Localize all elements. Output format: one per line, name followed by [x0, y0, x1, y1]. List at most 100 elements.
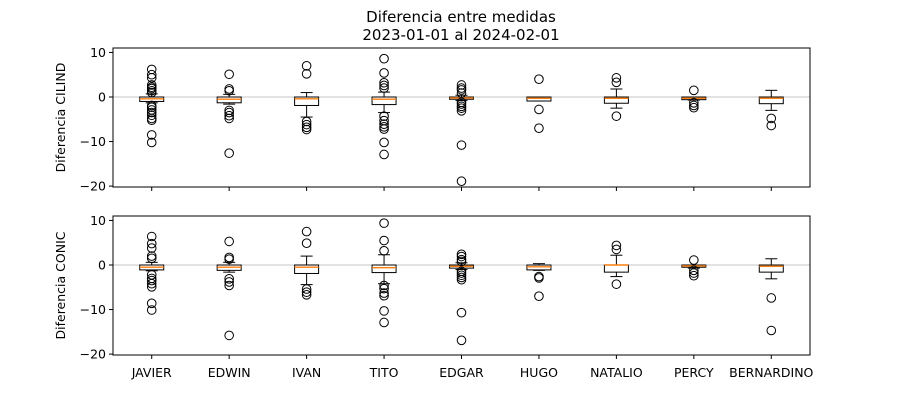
outlier-point — [534, 273, 544, 283]
x-tick-label: BERNARDINO — [729, 365, 813, 380]
iqr-box — [294, 96, 320, 106]
outlier-point — [379, 149, 389, 160]
y-tick-label: 10 — [90, 213, 106, 228]
chart-subtitle: 2023-01-01 al 2024-02-01 — [362, 26, 559, 44]
iqr-box — [371, 264, 397, 274]
outlier-point — [456, 88, 467, 98]
outlier-point — [379, 119, 389, 129]
boxplot-hugo — [526, 263, 552, 301]
outlier-point — [456, 307, 467, 318]
outlier-point — [456, 140, 467, 150]
outlier-point — [611, 279, 622, 289]
outlier-point — [301, 122, 312, 133]
outlier-point — [146, 110, 157, 121]
outlier-point — [301, 226, 312, 237]
iqr-box — [603, 96, 629, 104]
outlier-point — [146, 298, 157, 309]
outlier-point — [379, 280, 389, 291]
boxplot-javier — [139, 231, 165, 315]
outlier-point — [379, 68, 389, 78]
outlier-point — [456, 103, 467, 113]
outlier-point — [534, 104, 544, 115]
outlier-point — [146, 87, 157, 98]
boxplot-edwin — [216, 69, 242, 158]
boxplot-natalio — [603, 240, 629, 289]
iqr-box — [371, 96, 397, 106]
outlier-point — [224, 148, 234, 158]
outlier-point — [146, 107, 157, 118]
outlier-point — [689, 100, 699, 111]
outlier-point — [146, 83, 157, 94]
outlier-point — [146, 251, 157, 261]
outlier-point — [379, 306, 389, 316]
subplot-cilind: 10 0 −10 −20 Diferencia CILIND — [53, 45, 811, 194]
x-tick-label: EDGAR — [439, 365, 484, 380]
outlier-point — [456, 270, 467, 281]
outlier-point — [611, 244, 622, 255]
outlier-point — [611, 111, 622, 121]
boxplot-edgar — [449, 249, 474, 346]
outlier-point — [379, 288, 389, 298]
outlier-point — [456, 272, 467, 283]
outlier-point — [301, 287, 312, 297]
iqr-box — [603, 264, 629, 273]
outlier-point — [456, 256, 467, 267]
outlier-point — [301, 124, 312, 135]
outlier-point — [146, 231, 157, 242]
boxplot-tito — [371, 218, 397, 328]
outlier-point — [689, 265, 699, 276]
outlier-point — [301, 238, 312, 248]
axes-frame — [112, 47, 811, 188]
iqr-box — [294, 264, 320, 274]
outlier-point — [689, 270, 699, 281]
outlier-point — [534, 291, 544, 301]
outlier-point — [379, 83, 389, 93]
outlier-point — [456, 99, 467, 109]
outlier-point — [379, 235, 389, 246]
outlier-point — [379, 218, 389, 228]
outlier-point — [611, 240, 622, 251]
subplot-conic: 10 0 −10 −20 Diferencia CONIC JAVIER EDWIN IVAN… — [53, 213, 814, 380]
x-tick-label: EDWIN — [208, 365, 251, 380]
outlier-point — [689, 268, 699, 278]
outlier-point — [379, 283, 389, 294]
outlier-point — [379, 124, 389, 134]
outlier-point — [611, 73, 622, 83]
boxplot-hugo — [526, 74, 552, 133]
boxplot-edgar — [449, 80, 474, 187]
x-tick-label: TITO — [369, 365, 399, 380]
outlier-point — [301, 284, 312, 294]
outlier-point — [146, 278, 157, 289]
outlier-point — [146, 69, 157, 80]
outlier-point — [224, 277, 234, 287]
outlier-point — [224, 105, 234, 116]
outlier-point — [766, 293, 777, 303]
outlier-point — [146, 238, 157, 249]
outlier-point — [379, 317, 389, 328]
x-tick-label: HUGO — [520, 365, 558, 380]
outlier-point — [766, 120, 777, 131]
outlier-point — [456, 249, 467, 260]
axes-frame — [112, 215, 811, 356]
y-tick-label: 0 — [98, 90, 106, 105]
outlier-point — [456, 106, 467, 116]
outlier-point — [146, 243, 157, 253]
outlier-point — [456, 268, 467, 278]
x-tick-label: PERCY — [674, 365, 714, 380]
y-tick-label: 0 — [98, 258, 106, 273]
outlier-point — [146, 282, 157, 292]
outlier-point — [534, 74, 544, 84]
y-axis-label: Diferencia CONIC — [53, 231, 68, 339]
outlier-point — [379, 290, 389, 301]
outlier-point — [456, 251, 467, 262]
outlier-point — [766, 113, 777, 124]
outlier-point — [456, 85, 467, 95]
x-tick-label: NATALIO — [590, 365, 643, 380]
outlier-point — [379, 80, 389, 91]
outlier-point — [301, 69, 312, 79]
outlier-point — [689, 97, 699, 108]
boxplot-tito — [371, 53, 397, 160]
boxplot-percy — [681, 255, 707, 281]
outlier-point — [301, 61, 312, 71]
